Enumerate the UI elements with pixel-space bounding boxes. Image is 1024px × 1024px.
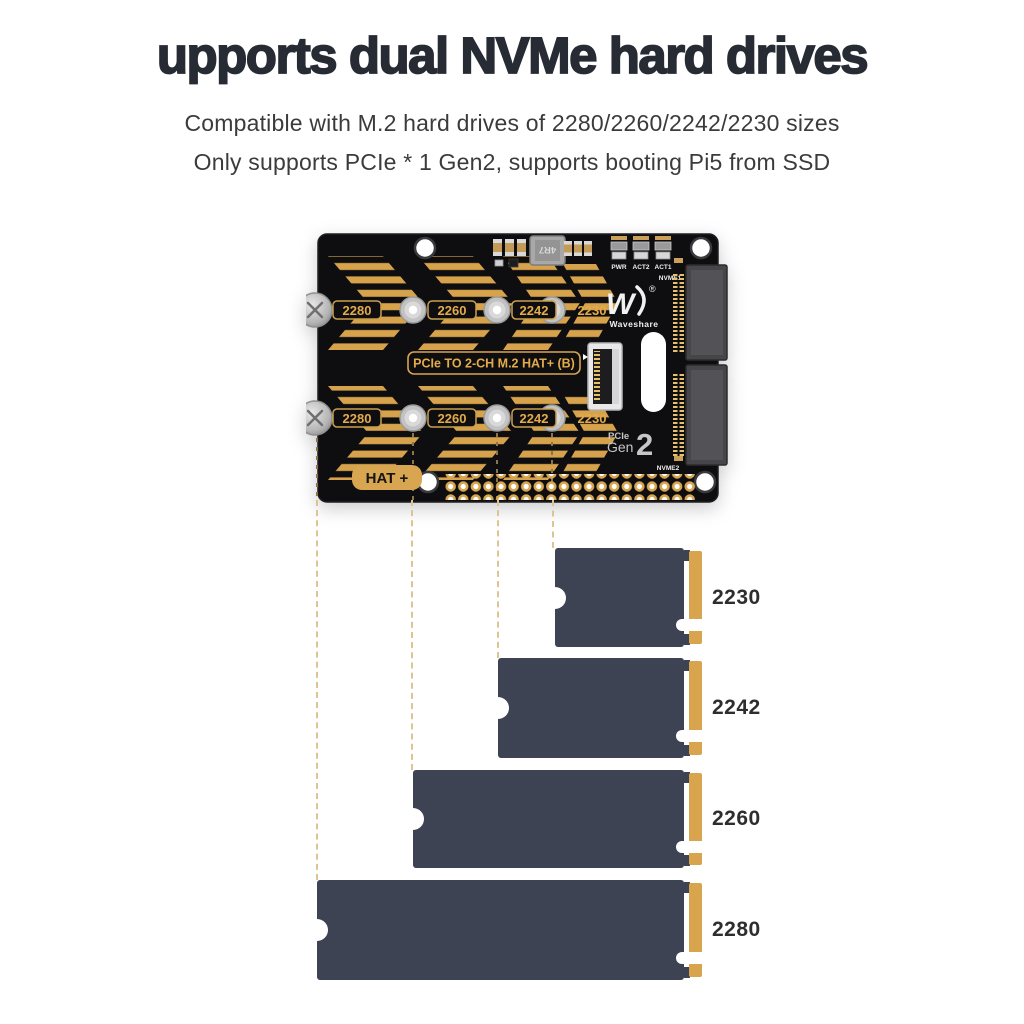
pcb-board-photo: 2280 2260 2242 2230 2280 2260 2242 2230 … [306, 233, 728, 503]
size-labels-bottom-row: 2280 2260 2242 2230 [332, 408, 607, 428]
ssd-2242-key-notch [676, 730, 703, 742]
pcie-gen2-logo: PCIe Gen 2 [607, 427, 653, 462]
ssd-2242-size-label: 2242 [712, 696, 761, 719]
subtitle-compatibility: Compatible with M.2 hard drives of 2280/… [184, 110, 840, 136]
mount-screws [306, 292, 333, 436]
status-leds: PWR ACT2 ACT1 [610, 236, 672, 271]
led-label-pwr: PWR [611, 264, 626, 271]
nvme1-label: NVME1 [659, 275, 682, 282]
size-label-2260-top: 2260 [438, 303, 467, 318]
led-label-act1: ACT1 [655, 264, 672, 271]
hat-plus-badge: HAT + [352, 465, 422, 490]
size-label-2242-bottom: 2242 [520, 411, 549, 426]
ssd-2280-mount-notch [306, 919, 328, 941]
smd-components-right [564, 241, 592, 256]
waveshare-logo-text: Waveshare [609, 319, 658, 329]
size-label-2230-top: 2230 [578, 303, 607, 318]
pcie-gen2-line1: PCIe [608, 431, 629, 442]
ssd-2242-body [498, 658, 684, 758]
m2-connector-nvme1 [673, 258, 728, 361]
guide-line-2260 [411, 500, 413, 770]
hat-plus-text: HAT + [366, 470, 409, 487]
guide-line-2280 [316, 500, 318, 880]
ssd-2230-key-notch [676, 619, 703, 632]
gpio-header [444, 474, 696, 500]
waveshare-logo-mark: W [606, 288, 637, 321]
ssd-2280-key-notch [676, 952, 703, 964]
size-labels-top-row: 2280 2260 2242 2230 [332, 300, 607, 320]
size-label-2242-top: 2242 [520, 303, 549, 318]
ssd-2280-size-label: 2280 [712, 918, 761, 941]
board-name-text: PCIe TO 2-CH M.2 HAT+ (B) [413, 357, 575, 371]
ssd-2280-shoulder [684, 882, 690, 893]
ssd-2280-body [317, 880, 684, 980]
ssd-2260-body [413, 770, 684, 868]
subtitle-pcie-info: Only supports PCIe * 1 Gen2, supports bo… [193, 149, 831, 175]
m2-connector-nvme2 [673, 364, 728, 466]
ssd-2260-mount-notch [402, 808, 424, 830]
registered-mark: ® [649, 284, 656, 294]
smd-components-left [493, 239, 526, 268]
ssd-2230-shoulder [684, 550, 690, 561]
power-inductor: 4R7 [529, 235, 566, 266]
ssd-2260-shoulder [684, 855, 690, 866]
guide-line-2242 [497, 500, 499, 658]
size-label-2260-bottom: 2260 [438, 411, 467, 426]
size-label-2280-bottom: 2280 [343, 411, 372, 426]
board-name-badge: PCIe TO 2-CH M.2 HAT+ (B) [407, 351, 581, 375]
pcie-gen2-number: 2 [636, 427, 653, 462]
ffc-connector [583, 342, 623, 411]
ssd-2230-size-label: 2230 [712, 585, 761, 609]
oval-cutout-slot [641, 332, 666, 412]
waveshare-logo-swoosh [635, 285, 646, 316]
mounting-holes [413, 236, 717, 494]
pcie-gen2-line2: Gen [607, 439, 633, 455]
nvme2-label: NVME2 [657, 465, 680, 472]
ssd-2260-shoulder [684, 772, 690, 783]
ssd-2230-shoulder [684, 634, 690, 645]
inductor-label: 4R7 [539, 244, 556, 255]
ssd-2242-shoulder [684, 660, 690, 671]
size-label-2230-bottom: 2230 [578, 411, 607, 426]
led-label-act2: ACT2 [633, 264, 650, 271]
ssd-2230-mount-notch [544, 586, 566, 609]
ssd-2242-mount-notch [487, 697, 509, 719]
guide-line-2230 [552, 500, 554, 548]
ssd-2242-shoulder [684, 745, 690, 756]
size-label-2280-top: 2280 [343, 303, 372, 318]
standoff-posts [399, 296, 566, 432]
ssd-2230-body [555, 548, 684, 647]
ssd-2260-size-label: 2260 [712, 807, 761, 830]
ssd-2280-shoulder [684, 967, 690, 978]
page-title: upports dual NVMe hard drives [156, 26, 869, 85]
waveshare-logo: W ® Waveshare [606, 284, 658, 329]
ssd-2260-key-notch [676, 840, 703, 853]
